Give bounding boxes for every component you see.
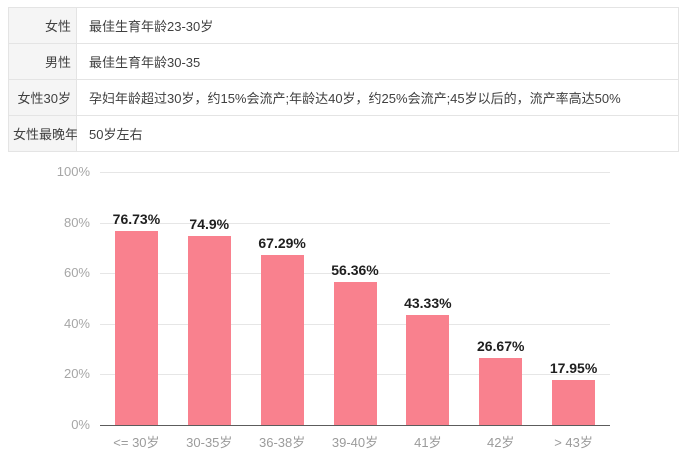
row-value: 最佳生育年龄30-35 [77,44,678,79]
row-header: 女性30岁 [9,80,77,115]
x-axis-tick-label: 41岁 [414,435,442,450]
row-header: 女性最晚年 [9,116,78,151]
fertility-info-table: 女性 最佳生育年龄23-30岁 男性 最佳生育年龄30-35 女性30岁 孕妇年… [8,7,679,152]
x-axis-line [100,425,610,426]
gridline [100,273,610,275]
bar-> 43岁 [552,379,596,425]
y-axis-tick-label: 100% [56,164,90,179]
x-axis-tick-label: 42岁 [486,435,515,450]
bar-41岁 [406,315,450,425]
bar-value-label: 43.33% [404,295,452,312]
x-axis-tick-label: > 43岁 [554,435,593,450]
row-value: 最佳生育年龄23-30岁 [77,8,678,43]
bar-value-label: 76.73% [112,210,161,227]
bar-39-40岁 [333,282,377,425]
gridline [100,222,610,224]
bar-30-35岁 [187,235,231,425]
x-axis-tick-label: 30-35岁 [186,435,233,450]
bar-value-label: 67.29% [258,234,306,251]
table-row: 女性 最佳生育年龄23-30岁 [9,8,678,44]
table-row: 女性最晚年 50岁左右 [9,116,678,152]
y-axis-tick-label: 60% [63,265,90,281]
x-axis-tick-label: 39-40岁 [331,435,379,450]
bar-<= 30岁 [114,230,158,425]
bar-value-label: 74.9% [189,215,230,232]
bar-36-38岁 [260,254,304,425]
gridline [100,172,610,173]
y-axis-tick-label: 40% [63,315,90,331]
table-row: 男性 最佳生育年龄30-35 [9,44,678,80]
bar-value-label: 56.36% [331,262,379,279]
y-axis-tick-label: 80% [63,214,90,230]
table-row: 女性30岁 孕妇年龄超过30岁，约15%会流产;年龄达40岁，约25%会流产;4… [9,80,678,116]
bar-value-label: 26.67% [476,337,525,354]
y-axis-tick-label: 0% [71,417,90,432]
row-value: 50岁左右 [77,116,678,151]
x-axis-tick-label: 36-38岁 [259,435,306,450]
miscarriage-rate-bar-chart: 0% 20% 40% 60% 80% 100% 76.73% <= 30岁 74.9% 30-35… [0,148,685,461]
bar-42岁 [479,357,523,425]
row-header: 男性 [9,44,77,79]
row-header: 女性 [9,8,77,43]
y-axis-tick-label: 20% [63,366,90,382]
bar-value-label: 17.95% [549,359,598,376]
x-axis-tick-label: <= 30岁 [113,435,160,450]
row-value: 孕妇年龄超过30岁，约15%会流产;年龄达40岁，约25%会流产;45岁以后的，… [77,80,678,115]
